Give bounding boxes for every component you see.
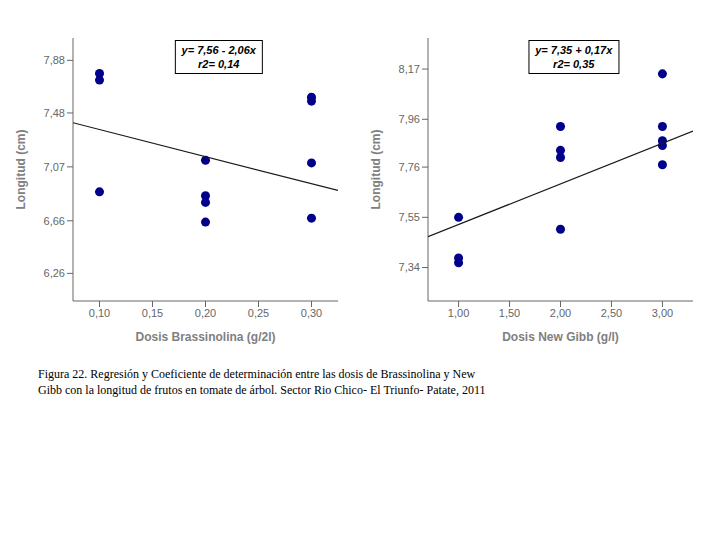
svg-text:7,48: 7,48 — [44, 107, 65, 119]
svg-text:7,96: 7,96 — [399, 113, 420, 125]
svg-text:Longitud (cm): Longitud (cm) — [369, 130, 383, 210]
svg-text:7,34: 7,34 — [399, 261, 420, 273]
svg-text:8,17: 8,17 — [399, 63, 420, 75]
svg-text:Dosis New Gibb (g/l): Dosis New Gibb (g/l) — [502, 330, 619, 344]
svg-text:7,55: 7,55 — [399, 211, 420, 223]
svg-text:0,20: 0,20 — [195, 307, 216, 319]
svg-text:2,00: 2,00 — [550, 307, 571, 319]
svg-text:7,88: 7,88 — [44, 54, 65, 66]
svg-text:Dosis Brassinolina (g/2l): Dosis Brassinolina (g/2l) — [135, 330, 275, 344]
svg-text:1,00: 1,00 — [448, 307, 469, 319]
html-text:r2= 0,14: r2= 0,14 — [198, 58, 240, 70]
svg-text:Longitud (cm): Longitud (cm) — [14, 130, 28, 210]
html-text:Figura 22. Regresión y Coefici: Figura 22. Regresión y Coeficiente de de… — [38, 367, 476, 381]
svg-text:0,30: 0,30 — [301, 307, 322, 319]
html-text:r2= 0,35: r2= 0,35 — [553, 58, 595, 70]
svg-text:6,66: 6,66 — [44, 215, 65, 227]
svg-text:3,00: 3,00 — [652, 307, 673, 319]
svg-text:7,76: 7,76 — [399, 161, 420, 173]
html-text:Gibb con la longitud de frutos: Gibb con la longitud de frutos en tomate… — [38, 383, 486, 397]
svg-text:1,50: 1,50 — [499, 307, 520, 319]
svg-text:2,50: 2,50 — [601, 307, 622, 319]
html-text:y= 7,56 - 2,06x: y= 7,56 - 2,06x — [181, 44, 256, 56]
svg-text:7,07: 7,07 — [44, 161, 65, 173]
svg-text:6,26: 6,26 — [44, 267, 65, 279]
svg-text:0,15: 0,15 — [142, 307, 163, 319]
svg-text:0,25: 0,25 — [248, 307, 269, 319]
svg-text:0,10: 0,10 — [89, 307, 110, 319]
html-text:y= 7,35 + 0,17x: y= 7,35 + 0,17x — [535, 44, 613, 56]
